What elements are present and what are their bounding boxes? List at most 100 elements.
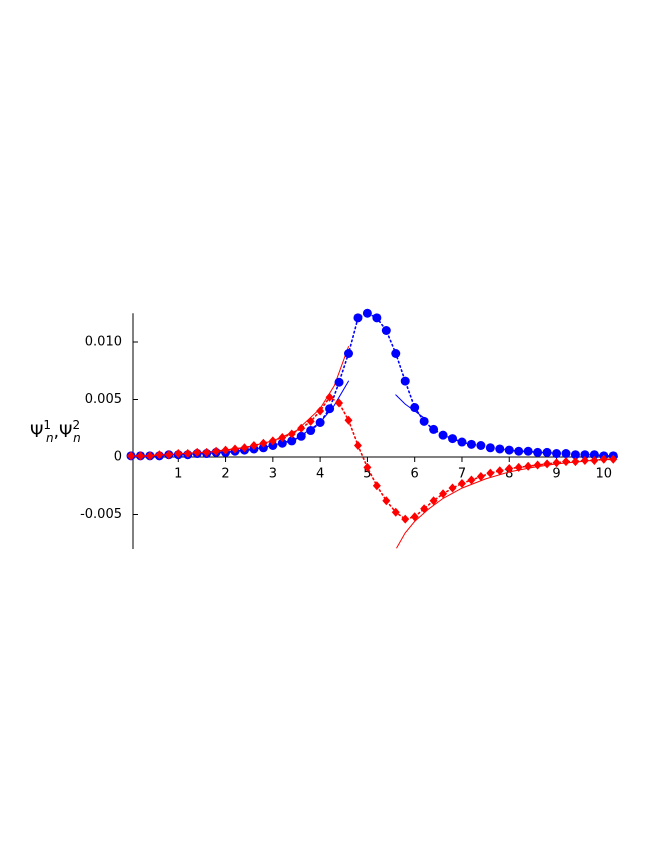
point — [136, 451, 145, 461]
curve — [130, 380, 349, 457]
point — [523, 446, 533, 456]
point — [363, 462, 372, 472]
point — [343, 349, 353, 358]
y-tick-label: 0.005 — [85, 392, 122, 407]
point — [316, 406, 325, 416]
y-label-symbol: Ψ — [30, 422, 43, 442]
point — [466, 439, 476, 449]
point — [155, 450, 164, 460]
x-tick-label: 1 — [174, 467, 182, 482]
x-tick-label: 8 — [505, 467, 513, 482]
curve — [395, 394, 425, 419]
point — [580, 450, 590, 460]
point — [287, 436, 297, 446]
point — [258, 443, 268, 453]
point — [561, 457, 570, 467]
point — [353, 313, 363, 323]
point — [457, 437, 467, 447]
y-tick-label: 0 — [114, 450, 122, 465]
curve — [130, 346, 349, 457]
point — [533, 460, 542, 470]
point — [287, 429, 296, 439]
point — [420, 504, 429, 514]
point — [589, 450, 599, 460]
x-tick-label: 7 — [458, 467, 466, 482]
point — [297, 423, 306, 433]
point — [335, 398, 344, 408]
x-tick-label: 5 — [363, 467, 371, 482]
point — [277, 438, 287, 448]
point — [268, 436, 277, 446]
point — [183, 449, 192, 459]
point — [259, 438, 268, 448]
point — [401, 514, 410, 524]
point — [249, 441, 258, 450]
point — [410, 512, 419, 522]
point — [174, 449, 183, 459]
point — [202, 447, 211, 457]
point — [514, 446, 524, 456]
point — [467, 475, 476, 485]
point — [193, 447, 202, 457]
point — [552, 449, 562, 459]
point — [410, 403, 420, 413]
point — [429, 496, 438, 506]
point — [325, 392, 334, 402]
point — [429, 424, 439, 434]
y-label-sub: n — [73, 431, 81, 445]
point — [231, 444, 240, 454]
point — [400, 376, 410, 386]
point — [240, 443, 249, 453]
point — [306, 416, 315, 426]
x-tick-label: 2 — [221, 467, 229, 482]
y-tick-label: 0.010 — [85, 335, 122, 350]
point — [448, 434, 458, 444]
point — [145, 451, 154, 461]
point — [372, 313, 382, 323]
point — [334, 377, 344, 387]
point — [599, 454, 608, 464]
point — [438, 430, 448, 440]
point — [212, 446, 221, 456]
point — [570, 450, 580, 460]
point — [296, 431, 306, 441]
y-label-sup: 1 — [43, 418, 51, 432]
point — [325, 404, 335, 414]
point — [268, 441, 278, 450]
point — [495, 466, 504, 476]
point — [391, 507, 400, 517]
point — [381, 326, 391, 335]
point — [353, 441, 362, 450]
point — [533, 447, 543, 457]
point — [315, 418, 325, 427]
point — [164, 450, 173, 460]
point — [457, 478, 466, 488]
point — [306, 426, 316, 436]
point — [485, 443, 495, 453]
curve — [396, 458, 614, 549]
point — [543, 459, 552, 469]
point — [514, 462, 523, 472]
point — [127, 451, 135, 461]
point — [542, 447, 552, 457]
point — [552, 458, 561, 468]
point — [391, 349, 401, 358]
y-label-symbol: Ψ — [59, 422, 72, 442]
point — [476, 441, 486, 450]
point — [486, 468, 495, 478]
point — [495, 444, 505, 454]
point — [278, 432, 287, 442]
x-tick-label: 4 — [316, 467, 324, 482]
point — [590, 455, 599, 465]
x-tick-label: 10 — [596, 467, 613, 482]
point — [419, 416, 429, 426]
connector-line — [130, 396, 615, 520]
point — [476, 472, 485, 482]
y-axis-label: Ψ1 n,Ψ2 n — [30, 418, 81, 445]
point — [505, 464, 514, 473]
point — [439, 489, 448, 499]
point — [221, 445, 230, 455]
y-label-separator: , — [54, 422, 59, 442]
y-label-sub: n — [46, 431, 54, 445]
